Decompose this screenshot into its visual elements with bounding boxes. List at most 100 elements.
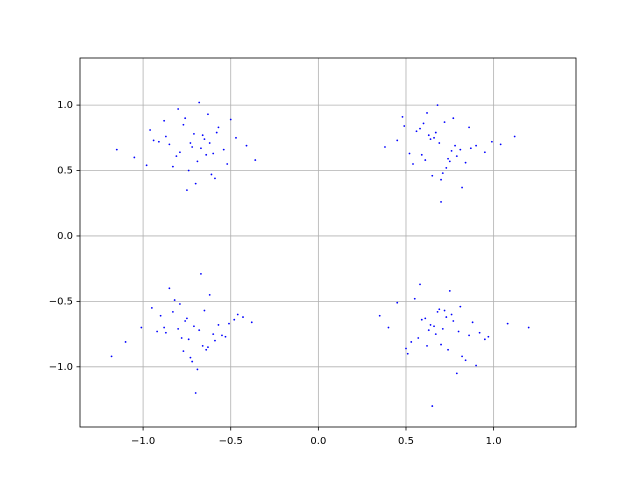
point bbox=[419, 283, 421, 286]
point bbox=[250, 321, 253, 324]
point bbox=[417, 337, 420, 339]
point bbox=[245, 144, 248, 147]
point bbox=[177, 327, 180, 330]
point bbox=[447, 157, 449, 160]
point bbox=[171, 310, 174, 313]
point bbox=[207, 113, 209, 116]
point bbox=[457, 330, 460, 333]
point bbox=[187, 169, 190, 172]
point bbox=[441, 172, 444, 175]
point bbox=[168, 287, 171, 290]
point bbox=[384, 146, 386, 148]
point bbox=[475, 364, 477, 367]
point bbox=[193, 325, 195, 328]
point bbox=[180, 337, 183, 339]
point bbox=[149, 129, 152, 131]
point bbox=[236, 313, 239, 316]
point bbox=[452, 320, 455, 322]
point bbox=[194, 182, 197, 185]
point bbox=[469, 147, 472, 150]
x-tick-label: 0.0 bbox=[310, 436, 326, 447]
point bbox=[184, 117, 187, 120]
point bbox=[164, 331, 167, 334]
point bbox=[214, 177, 216, 180]
point bbox=[461, 355, 463, 358]
point bbox=[424, 159, 427, 161]
point bbox=[401, 115, 404, 118]
point bbox=[194, 392, 197, 394]
point bbox=[420, 318, 423, 321]
point bbox=[468, 334, 470, 337]
point bbox=[182, 123, 185, 126]
point bbox=[422, 122, 425, 125]
point bbox=[459, 305, 462, 308]
point bbox=[445, 316, 448, 318]
point bbox=[150, 307, 153, 309]
x-tick-label: 0.5 bbox=[398, 436, 414, 447]
point bbox=[461, 186, 463, 189]
point bbox=[222, 148, 225, 151]
point bbox=[115, 148, 118, 151]
point bbox=[133, 156, 136, 159]
point bbox=[448, 160, 451, 163]
point bbox=[438, 142, 441, 144]
point bbox=[436, 104, 439, 107]
point bbox=[443, 309, 446, 312]
ticks: −1.0 −0.5 0.0 0.5 1.0 −1.0 −0.5 0.0 0.5 1.0 bbox=[49, 100, 502, 447]
y-tick-label: −0.5 bbox=[49, 296, 73, 307]
point bbox=[157, 140, 160, 143]
point bbox=[424, 317, 427, 320]
y-tick-label: 0.5 bbox=[57, 166, 73, 177]
point bbox=[483, 338, 486, 341]
point bbox=[527, 326, 530, 329]
point bbox=[217, 126, 220, 129]
point bbox=[177, 108, 180, 110]
axes-frame bbox=[79, 57, 577, 428]
point bbox=[396, 139, 399, 142]
point bbox=[513, 135, 516, 138]
x-tick-label: −0.5 bbox=[219, 436, 243, 447]
point bbox=[171, 165, 174, 168]
point bbox=[163, 326, 166, 329]
point bbox=[431, 174, 434, 177]
point bbox=[191, 146, 194, 148]
point bbox=[434, 131, 437, 134]
point bbox=[464, 161, 467, 164]
point bbox=[145, 164, 148, 167]
point bbox=[431, 405, 434, 407]
point bbox=[433, 325, 435, 328]
point bbox=[200, 147, 202, 150]
point bbox=[459, 148, 462, 151]
y-tick-label: 0.0 bbox=[57, 231, 73, 242]
point bbox=[429, 138, 432, 141]
point bbox=[164, 135, 167, 138]
point bbox=[419, 127, 421, 130]
y-tick-label: −1.0 bbox=[49, 362, 73, 373]
point bbox=[210, 173, 213, 176]
point bbox=[426, 344, 428, 347]
point bbox=[214, 339, 216, 342]
point bbox=[205, 348, 208, 351]
point bbox=[440, 343, 442, 346]
point bbox=[224, 335, 227, 338]
point bbox=[450, 150, 453, 152]
point bbox=[478, 331, 481, 334]
point bbox=[475, 144, 477, 147]
point bbox=[187, 338, 190, 341]
point bbox=[124, 341, 127, 343]
point bbox=[201, 134, 204, 137]
point bbox=[233, 318, 236, 321]
point bbox=[429, 324, 432, 326]
point bbox=[196, 368, 199, 371]
point bbox=[193, 132, 195, 135]
point bbox=[447, 348, 449, 351]
point bbox=[226, 163, 229, 165]
point bbox=[378, 314, 381, 317]
point bbox=[215, 131, 218, 134]
point bbox=[454, 144, 456, 147]
point bbox=[410, 341, 413, 343]
point bbox=[443, 121, 446, 124]
point bbox=[196, 160, 199, 163]
point bbox=[403, 125, 406, 127]
